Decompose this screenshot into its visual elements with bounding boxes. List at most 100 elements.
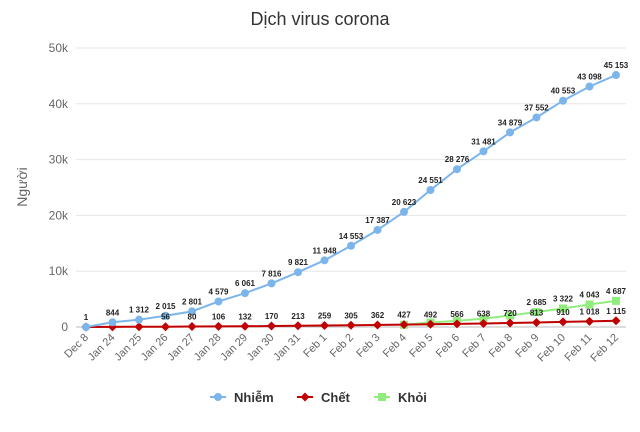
y-axis-label: Người — [14, 167, 30, 207]
data-point — [585, 82, 594, 91]
legend-marker — [214, 393, 222, 401]
grid-layer — [76, 47, 626, 328]
data-point — [426, 319, 435, 329]
x-tick-label: Feb 4 — [381, 332, 409, 360]
data-point — [373, 225, 382, 234]
x-tick-label: Jan 27 — [165, 332, 197, 364]
data-label: 1 — [84, 313, 89, 322]
data-label: 2 801 — [182, 297, 203, 306]
data-label: 14 553 — [339, 232, 364, 241]
data-point — [452, 319, 462, 329]
data-label: 6 061 — [235, 279, 256, 288]
data-point — [559, 96, 567, 105]
x-tick-label: Feb 12 — [588, 332, 621, 365]
data-point — [479, 314, 488, 323]
data-label: 305 — [344, 311, 358, 320]
data-point — [532, 308, 541, 317]
chart-title: Dịch virus corona — [250, 9, 390, 29]
data-label: 213 — [291, 312, 305, 321]
data-point — [558, 317, 568, 327]
x-tick-label: Feb 3 — [354, 332, 382, 360]
x-tick-label: Jan 31 — [271, 332, 303, 364]
data-label: 170 — [265, 312, 279, 321]
data-point — [346, 320, 356, 330]
data-label: 4 687 — [606, 287, 627, 296]
data-label: 11 948 — [312, 246, 337, 255]
data-label: 31 481 — [471, 137, 496, 146]
data-label: 37 552 — [524, 103, 549, 112]
data-label: 43 098 — [577, 73, 602, 82]
data-point — [453, 165, 461, 174]
data-label: 362 — [371, 311, 385, 320]
data-label: 20 623 — [392, 198, 417, 207]
data-label: 910 — [556, 308, 570, 317]
data-point — [399, 320, 409, 330]
y-tick-label: 0 — [61, 320, 68, 334]
legend-item-0[interactable]: Nhiễm — [210, 390, 274, 405]
data-label: 2 685 — [526, 298, 547, 307]
y-tick-label: 30k — [49, 153, 69, 167]
data-point — [134, 322, 144, 332]
data-label: 80 — [188, 313, 197, 322]
data-label: 638 — [477, 309, 491, 318]
legend-marker — [378, 393, 386, 401]
legend-label: Nhiễm — [234, 390, 274, 405]
data-label: 720 — [503, 309, 517, 318]
data-label: 2 015 — [155, 302, 176, 311]
data-point — [611, 316, 621, 326]
series-layer — [81, 71, 621, 332]
data-label: 34 879 — [498, 118, 523, 127]
data-point — [240, 321, 250, 331]
data-label: 4 043 — [579, 290, 600, 299]
data-label: 56 — [161, 313, 170, 322]
legend-item-1[interactable]: Chết — [297, 390, 351, 405]
x-tick-label: Jan 26 — [139, 332, 171, 364]
data-label: 132 — [238, 312, 252, 321]
data-point — [585, 316, 594, 326]
data-point — [373, 320, 382, 330]
data-point — [612, 296, 620, 305]
x-tick-label: Feb 11 — [562, 332, 594, 364]
data-label: 45 153 — [604, 61, 629, 70]
data-point — [188, 307, 196, 316]
x-tick-label: Jan 29 — [218, 332, 250, 364]
x-tick-label: Feb 6 — [434, 332, 462, 360]
x-tick-label: Feb 7 — [460, 332, 488, 360]
data-label: 9 821 — [288, 258, 309, 267]
x-tick-label: Feb 5 — [407, 332, 435, 360]
data-point — [187, 322, 197, 332]
data-label: 844 — [106, 308, 120, 317]
data-point — [161, 322, 170, 332]
x-tick-label: Feb 8 — [487, 332, 515, 360]
x-tick-label: Jan 28 — [192, 332, 224, 364]
data-point — [506, 311, 514, 320]
data-point — [267, 321, 276, 331]
data-point — [320, 321, 329, 331]
data-point — [612, 71, 620, 80]
data-label: 28 276 — [445, 155, 470, 164]
legend-marker — [300, 392, 310, 402]
data-point — [479, 318, 488, 328]
legend-label: Khỏi — [398, 390, 427, 405]
data-point — [241, 289, 249, 298]
data-point — [506, 128, 514, 137]
data-point — [161, 311, 170, 320]
legend-item-2[interactable]: Khỏi — [374, 390, 427, 405]
data-point — [293, 321, 303, 331]
data-label: 1 115 — [606, 307, 626, 316]
data-point — [294, 268, 302, 277]
data-point — [426, 186, 435, 195]
data-label: 106 — [212, 312, 226, 321]
data-label: 40 553 — [551, 87, 576, 96]
data-point — [214, 321, 223, 331]
data-point — [559, 304, 567, 313]
data-point — [320, 256, 329, 265]
series-1 — [81, 316, 621, 332]
data-label: 492 — [424, 310, 438, 319]
x-tick-label: Feb 10 — [535, 332, 568, 365]
legend: Nhiễm Chết Khỏi — [210, 390, 427, 405]
x-tick-label: Feb 1 — [301, 332, 329, 360]
data-label: 17 387 — [365, 216, 390, 225]
